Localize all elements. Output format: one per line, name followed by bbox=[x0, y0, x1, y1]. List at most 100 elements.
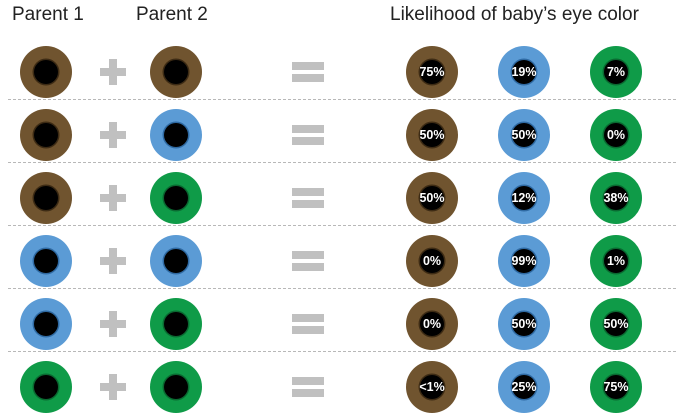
row-separator bbox=[8, 225, 676, 226]
pupil bbox=[164, 249, 188, 273]
baby-green-eye-icon: 7% bbox=[590, 46, 642, 98]
combination-row: 50% 12% 38% bbox=[0, 166, 700, 229]
baby-green-eye-icon: 1% bbox=[590, 235, 642, 287]
parent2-blue-eye-icon bbox=[150, 235, 202, 287]
brown-likelihood-label: <1% bbox=[419, 380, 445, 394]
baby-brown-eye-icon: 0% bbox=[406, 298, 458, 350]
baby-green-eye-icon: 75% bbox=[590, 361, 642, 413]
baby-green-eye-icon: 0% bbox=[590, 109, 642, 161]
equals-icon bbox=[292, 186, 324, 210]
baby-brown-eye-icon: <1% bbox=[406, 361, 458, 413]
parent2-green-eye-icon bbox=[150, 172, 202, 224]
pupil bbox=[512, 60, 536, 84]
combination-row: 50% 50% 0% bbox=[0, 103, 700, 166]
pupil bbox=[420, 60, 444, 84]
pupil bbox=[420, 375, 444, 399]
pupil bbox=[34, 375, 58, 399]
equals-icon bbox=[292, 375, 324, 399]
baby-blue-eye-icon: 12% bbox=[498, 172, 550, 224]
row-separator bbox=[8, 351, 676, 352]
brown-likelihood-label: 0% bbox=[422, 317, 442, 331]
pupil bbox=[604, 123, 628, 147]
combination-row: 0% 50% 50% bbox=[0, 292, 700, 355]
blue-likelihood-label: 99% bbox=[511, 254, 537, 268]
baby-blue-eye-icon: 99% bbox=[498, 235, 550, 287]
baby-green-eye-icon: 38% bbox=[590, 172, 642, 224]
equals-icon bbox=[292, 249, 324, 273]
baby-blue-eye-icon: 19% bbox=[498, 46, 550, 98]
brown-likelihood-label: 50% bbox=[419, 191, 445, 205]
parent1-brown-eye-icon bbox=[20, 109, 72, 161]
baby-blue-eye-icon: 50% bbox=[498, 298, 550, 350]
parent1-header: Parent 1 bbox=[12, 4, 84, 25]
plus-icon bbox=[100, 374, 126, 400]
row-separator bbox=[8, 288, 676, 289]
pupil bbox=[34, 60, 58, 84]
pupil bbox=[604, 249, 628, 273]
pupil bbox=[604, 60, 628, 84]
equals-icon bbox=[292, 312, 324, 336]
baby-brown-eye-icon: 50% bbox=[406, 109, 458, 161]
green-likelihood-label: 7% bbox=[606, 65, 626, 79]
parent1-blue-eye-icon bbox=[20, 298, 72, 350]
blue-likelihood-label: 12% bbox=[511, 191, 537, 205]
brown-likelihood-label: 75% bbox=[419, 65, 445, 79]
combination-row: <1% 25% 75% bbox=[0, 355, 700, 418]
pupil bbox=[34, 123, 58, 147]
parent2-blue-eye-icon bbox=[150, 109, 202, 161]
parent1-blue-eye-icon bbox=[20, 235, 72, 287]
baby-blue-eye-icon: 25% bbox=[498, 361, 550, 413]
pupil bbox=[420, 186, 444, 210]
equals-icon bbox=[292, 60, 324, 84]
plus-icon bbox=[100, 59, 126, 85]
plus-icon bbox=[100, 122, 126, 148]
pupil bbox=[420, 123, 444, 147]
parent2-header: Parent 2 bbox=[136, 4, 208, 25]
parent1-green-eye-icon bbox=[20, 361, 72, 413]
pupil bbox=[512, 123, 536, 147]
pupil bbox=[604, 312, 628, 336]
blue-likelihood-label: 19% bbox=[511, 65, 537, 79]
pupil bbox=[164, 186, 188, 210]
baby-brown-eye-icon: 75% bbox=[406, 46, 458, 98]
pupil bbox=[512, 312, 536, 336]
likelihood-header: Likelihood of baby’s eye color bbox=[390, 4, 639, 25]
baby-brown-eye-icon: 50% bbox=[406, 172, 458, 224]
parent2-brown-eye-icon bbox=[150, 46, 202, 98]
pupil bbox=[512, 375, 536, 399]
pupil bbox=[604, 375, 628, 399]
baby-blue-eye-icon: 50% bbox=[498, 109, 550, 161]
equals-icon bbox=[292, 123, 324, 147]
plus-icon bbox=[100, 185, 126, 211]
baby-brown-eye-icon: 0% bbox=[406, 235, 458, 287]
parent2-green-eye-icon bbox=[150, 361, 202, 413]
pupil bbox=[34, 249, 58, 273]
pupil bbox=[34, 186, 58, 210]
green-likelihood-label: 1% bbox=[606, 254, 626, 268]
blue-likelihood-label: 50% bbox=[511, 317, 537, 331]
parent1-brown-eye-icon bbox=[20, 172, 72, 224]
row-separator bbox=[8, 99, 676, 100]
pupil bbox=[164, 375, 188, 399]
pupil bbox=[512, 186, 536, 210]
combination-row: 75% 19% 7% bbox=[0, 40, 700, 103]
blue-likelihood-label: 25% bbox=[511, 380, 537, 394]
green-likelihood-label: 38% bbox=[603, 191, 629, 205]
pupil bbox=[164, 312, 188, 336]
pupil bbox=[420, 312, 444, 336]
brown-likelihood-label: 0% bbox=[422, 254, 442, 268]
green-likelihood-label: 75% bbox=[603, 380, 629, 394]
brown-likelihood-label: 50% bbox=[419, 128, 445, 142]
baby-green-eye-icon: 50% bbox=[590, 298, 642, 350]
pupil bbox=[34, 312, 58, 336]
pupil bbox=[164, 60, 188, 84]
parent1-brown-eye-icon bbox=[20, 46, 72, 98]
blue-likelihood-label: 50% bbox=[511, 128, 537, 142]
green-likelihood-label: 0% bbox=[606, 128, 626, 142]
pupil bbox=[604, 186, 628, 210]
combination-row: 0% 99% 1% bbox=[0, 229, 700, 292]
pupil bbox=[164, 123, 188, 147]
parent2-green-eye-icon bbox=[150, 298, 202, 350]
pupil bbox=[512, 249, 536, 273]
pupil bbox=[420, 249, 444, 273]
